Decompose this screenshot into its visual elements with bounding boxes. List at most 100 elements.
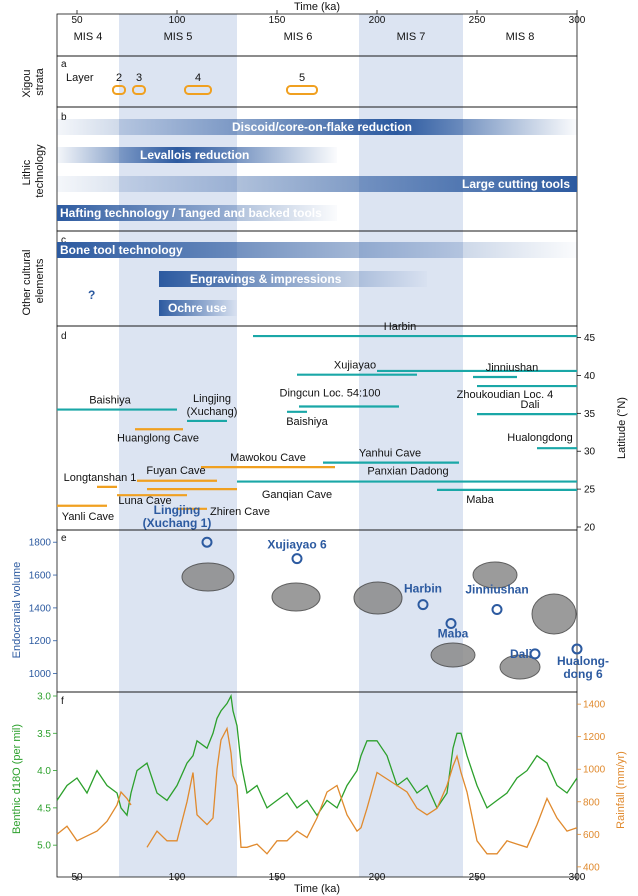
skull-image-4 — [472, 561, 518, 589]
lithic-bar-label-discoid-core-on-flake-reduction: Discoid/core-on-flake reduction — [232, 120, 412, 134]
side-label-a: Xigou strata — [21, 66, 46, 97]
lat-tick-label-45: 45 — [584, 333, 596, 344]
site-label-mawokou-cave-12: Mawokou Cave — [230, 452, 306, 464]
volume-tick-label-1200: 1200 — [29, 636, 52, 647]
side-label-c-line2: elements — [34, 258, 46, 303]
rainfall-tick-label-800: 800 — [583, 797, 600, 808]
mis-label-mis-8: MIS 8 — [506, 31, 535, 43]
layer-label-3: 3 — [136, 72, 142, 84]
panel-a-letter: a — [61, 59, 67, 70]
specimen-label-jinniushan-0: Jinniushan — [465, 583, 528, 597]
volume-tick-label-1000: 1000 — [29, 669, 52, 680]
specimen-point-maba — [445, 617, 457, 629]
specimen-label-xujiayao-6-0: Xujiayao 6 — [267, 538, 327, 552]
panel-e-letter: e — [61, 533, 67, 544]
x-tick-label-top-250: 250 — [469, 15, 486, 26]
rainfall-tick-label-1200: 1200 — [583, 732, 606, 743]
x-axis-title-top: Time (ka) — [294, 1, 340, 13]
skull-image-1 — [271, 582, 321, 612]
panel-frame-6 — [56, 691, 578, 878]
specimen-label-lingjing-xuchang-1-0: Lingjing — [154, 503, 201, 517]
cultural-bar-ochre-use — [159, 300, 237, 316]
site-label-yanli-cave-20: Yanli Cave — [62, 511, 114, 523]
d18o-tick-label-3.5: 3.5 — [37, 729, 51, 740]
panel-d-letter: d — [61, 331, 67, 342]
mis-label-mis-4: MIS 4 — [74, 31, 103, 43]
d18o-tick-label-3: 3.0 — [37, 692, 51, 703]
site-label-dali-9: Dali — [521, 399, 540, 411]
side-label-b: Lithic technology — [21, 144, 46, 198]
specimen-point-hualong-dong-6 — [571, 643, 583, 655]
skull-image-5 — [499, 654, 541, 680]
site-label-maba-18: Maba — [466, 494, 494, 506]
cultural-bar-bone-tool-technology — [57, 242, 577, 258]
x-tick-label-150: 150 — [269, 872, 286, 883]
mis-label-mis-6: MIS 6 — [284, 31, 313, 43]
site-label-harbin-0: Harbin — [384, 321, 416, 333]
lithic-bar-discoid-core-on-flake-reduction — [57, 119, 577, 135]
x-tick-label-top-300: 300 — [569, 15, 586, 26]
rainfall-tick-label-400: 400 — [583, 862, 600, 873]
x-tick-label-top-200: 200 — [369, 15, 386, 26]
mis-shade-mis-7 — [359, 14, 463, 877]
rainfall-axis-title: Rainfall (mm/yr) — [615, 751, 627, 829]
specimen-label-dali-0: Dali — [510, 647, 532, 661]
latitude-axis-title: Latitude (°N) — [616, 397, 628, 459]
side-label-a-line2: strata — [34, 67, 46, 95]
site-label-zhoukoudian-loc-4-4: Zhoukoudian Loc. 4 — [457, 389, 554, 401]
rainfall-tick-label-1000: 1000 — [583, 765, 606, 776]
rainfall-tick-label-600: 600 — [583, 830, 600, 841]
site-label-ganqian-cave-17: Ganqian Cave — [262, 489, 332, 501]
cultural-bar-label-ochre-use: Ochre use — [168, 301, 227, 315]
mis-label-mis-7: MIS 7 — [397, 31, 426, 43]
skull-image-3 — [430, 642, 476, 668]
layer-label-5: 5 — [299, 72, 305, 84]
specimen-point-dali — [529, 648, 541, 660]
side-label-a-line1: Xigou — [21, 69, 33, 97]
lithic-bar-hafting-technology-tanged-and-backed-tools — [57, 205, 337, 221]
volume-tick-label-1600: 1600 — [29, 571, 52, 582]
site-label-hualongdong-11: Hualongdong — [507, 432, 572, 444]
x-axis-title-bottom: Time (ka) — [294, 883, 340, 895]
specimen-label-hualong-dong-6-1: dong 6 — [563, 667, 603, 681]
specimen-label-lingjing-xuchang-1-1: (Xuchang 1) — [143, 516, 212, 530]
lat-tick-label-30: 30 — [584, 447, 596, 458]
skull-image-6 — [531, 593, 577, 635]
layer-label-2: 2 — [116, 72, 122, 84]
specimen-point-harbin — [417, 599, 429, 611]
specimen-point-xujiayao-6 — [291, 553, 303, 565]
lithic-bar-label-hafting-technology-tanged-and-backed-tools: Hafting technology / Tanged and backed t… — [60, 206, 322, 220]
site-label-lingjing-line1: Lingjing — [193, 393, 231, 405]
lat-tick-label-20: 20 — [584, 523, 596, 534]
site-label-panxian-dadong-15: Panxian Dadong — [367, 466, 448, 478]
skull-image-2 — [353, 581, 403, 615]
x-tick-label-top-50: 50 — [71, 15, 83, 26]
site-label-zhiren-cave-21: Zhiren Cave — [210, 506, 270, 518]
side-label-c-line1: Other cultural — [21, 250, 33, 316]
rainfall-tick-label-1400: 1400 — [583, 700, 606, 711]
layer-bar-3 — [132, 85, 146, 95]
series-line-rainfall — [56, 726, 578, 855]
lat-tick-label-25: 25 — [584, 485, 596, 496]
site-label-jinniushan-3: Jinniushan — [486, 362, 539, 374]
lithic-bar-label-levallois-reduction: Levallois reduction — [140, 148, 249, 162]
x-tick-label-top-150: 150 — [269, 15, 286, 26]
cultural-bar-label-engravings-impressions: Engravings & impressions — [190, 272, 342, 286]
site-label-fuyan-cave-14: Fuyan Cave — [146, 465, 205, 477]
specimen-label-maba-0: Maba — [438, 626, 469, 640]
lat-tick-label-40: 40 — [584, 371, 596, 382]
x-tick-label-250: 250 — [469, 872, 486, 883]
x-tick-label-200: 200 — [369, 872, 386, 883]
volume-tick-label-1400: 1400 — [29, 603, 52, 614]
lithic-bar-large-cutting-tools — [57, 176, 577, 192]
side-label-c: Other cultural elements — [21, 246, 46, 315]
specimen-point-lingjing-xuchang-1 — [201, 536, 213, 548]
site-label-huanglong-cave-10: Huanglong Cave — [117, 432, 199, 444]
x-tick-label-100: 100 — [169, 872, 186, 883]
site-label-lingjing-line2: (Xuchang) — [187, 406, 238, 418]
mis-label-mis-5: MIS 5 — [164, 31, 193, 43]
specimen-label-hualong-dong-6-0: Hualong- — [557, 654, 609, 668]
layer-heading: Layer — [66, 72, 94, 84]
panel-f-letter: f — [61, 696, 64, 707]
